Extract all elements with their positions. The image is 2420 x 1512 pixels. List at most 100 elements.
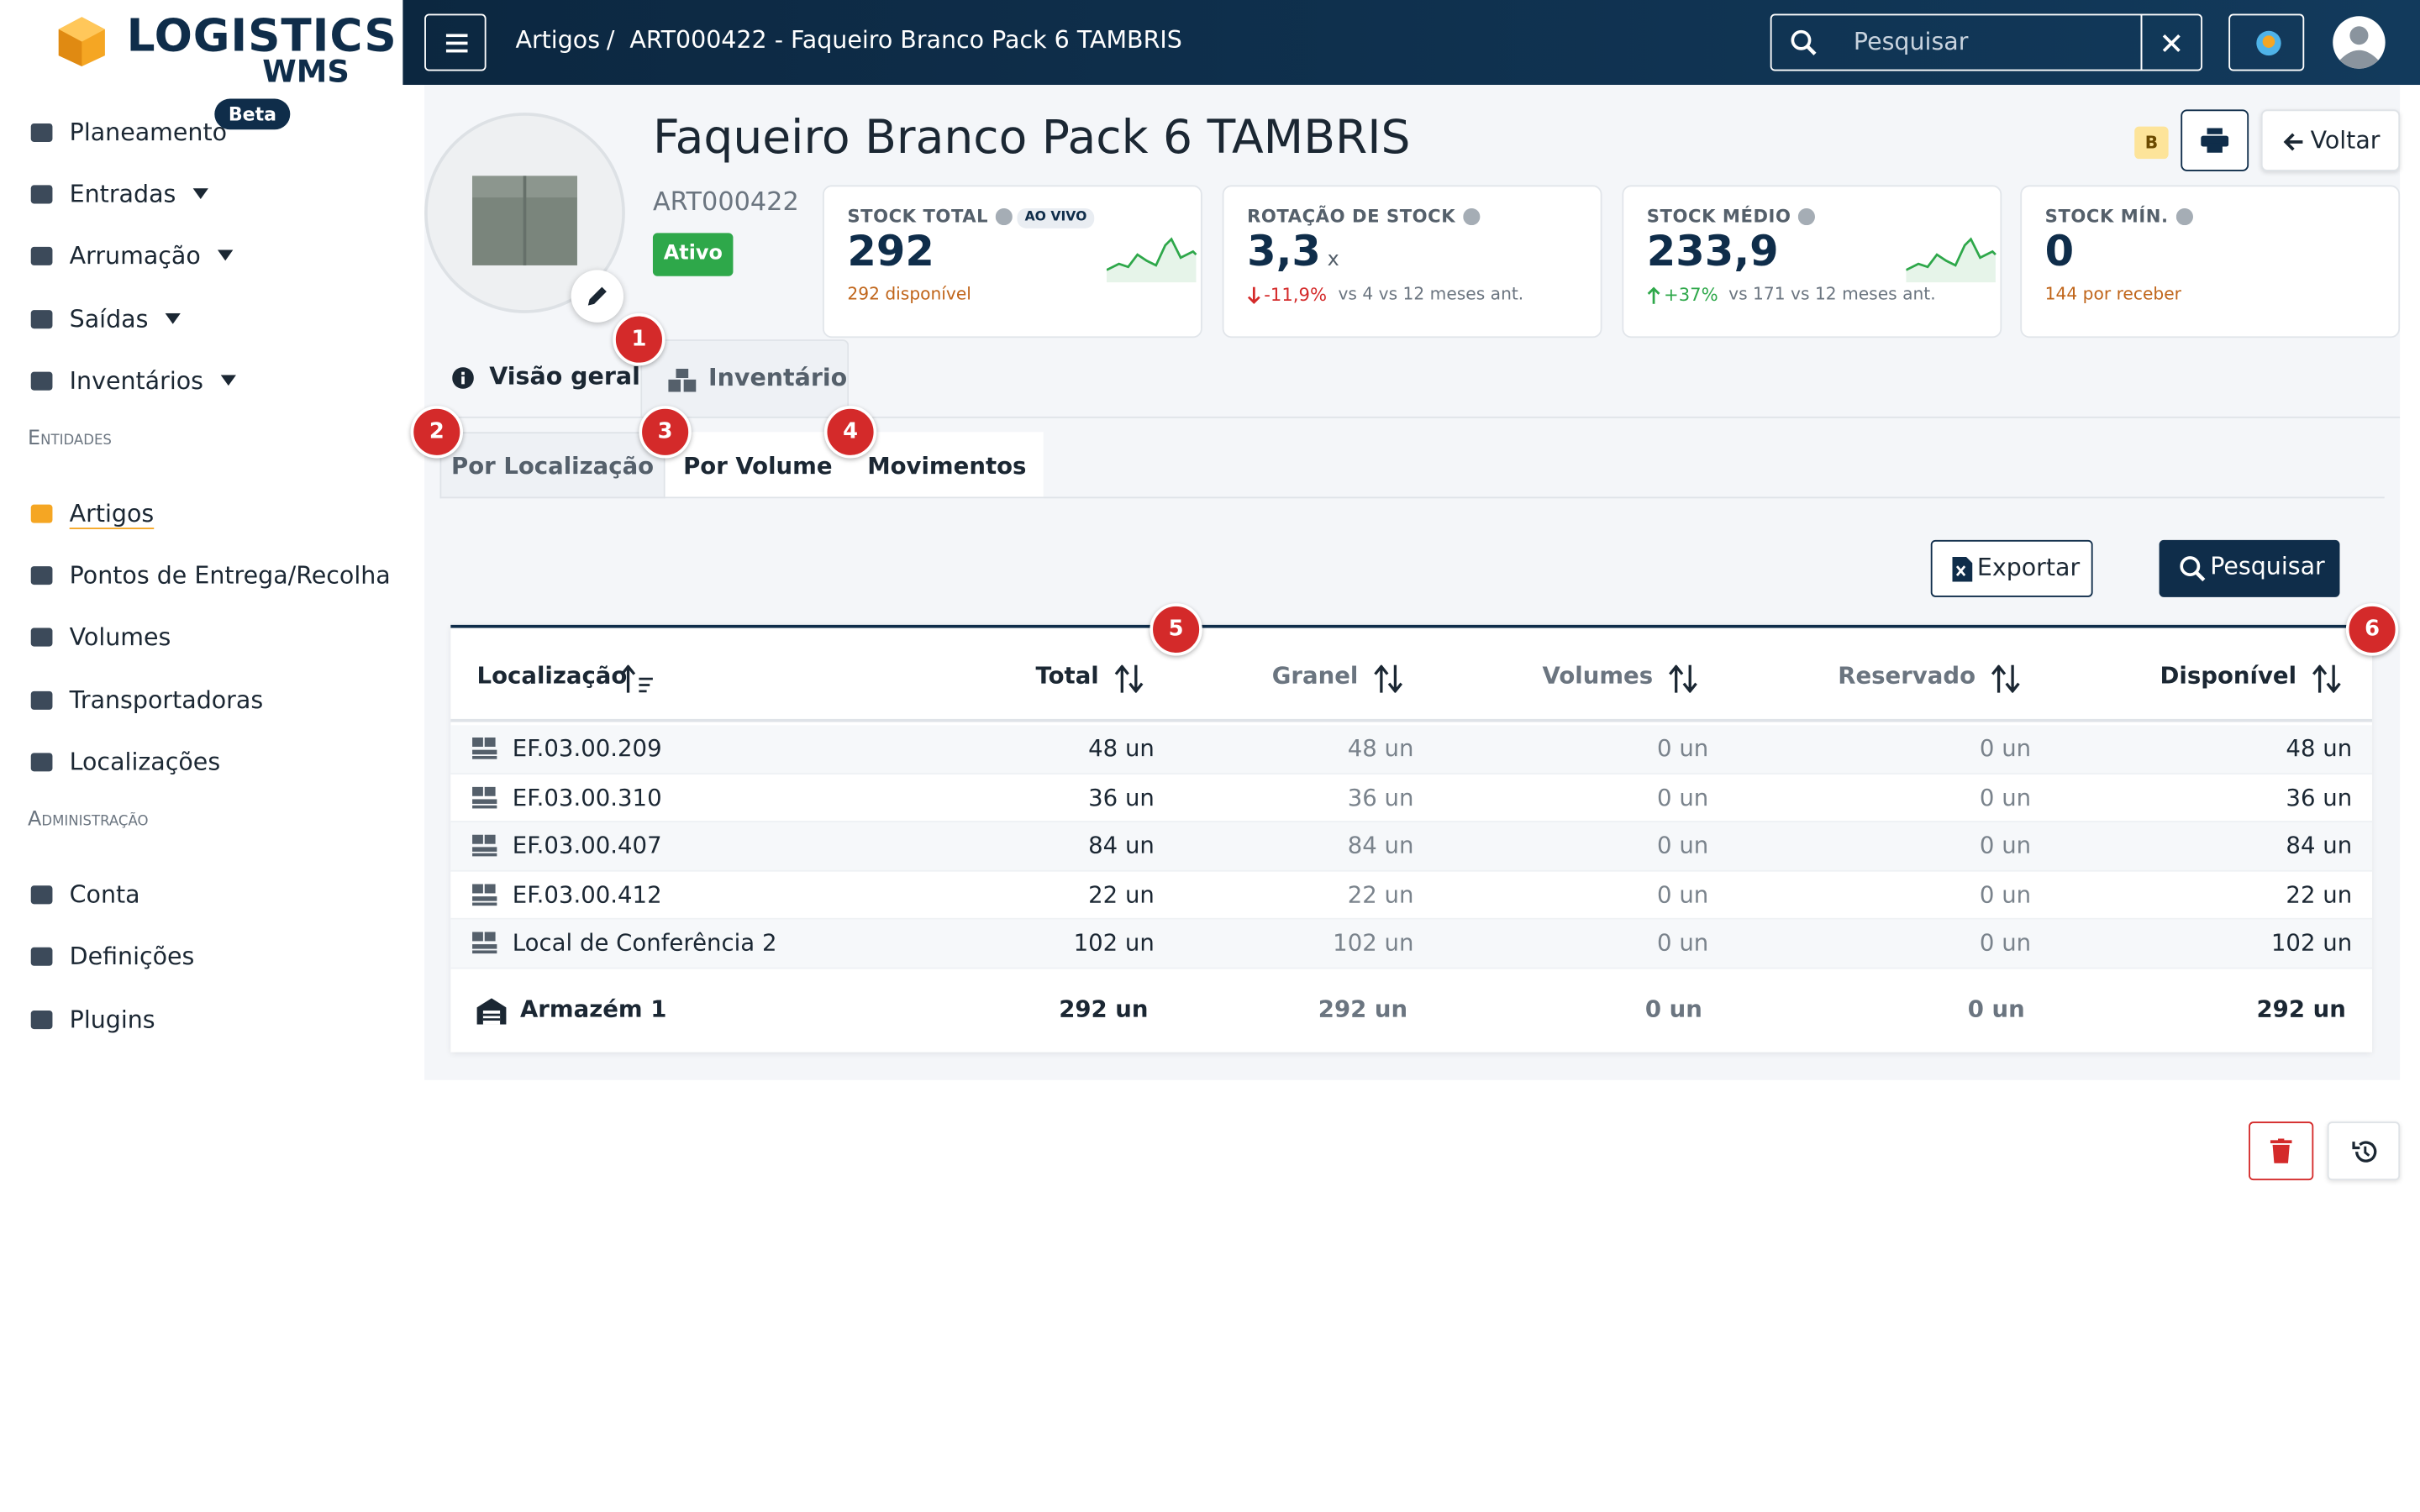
table-footer-cell: 0 un (1967, 995, 2025, 1023)
kpi-card: ROTAÇÃO DE STOCK 3,3 x -11,9% vs 4 vs 12 mes… (1222, 185, 1602, 339)
nav-item[interactable]: Definições (69, 942, 195, 971)
table-cell: 0 un (1657, 879, 1709, 908)
clear-button[interactable] (2140, 13, 2203, 71)
plugin-button[interactable] (2228, 13, 2305, 71)
annotation-marker: 1 (613, 312, 666, 366)
nav-icon (30, 371, 53, 391)
location-icon (472, 834, 497, 857)
nav-item[interactable]: Inventários (69, 367, 203, 396)
subtab[interactable]: Por Localização (439, 432, 666, 499)
nav-icon (30, 123, 53, 142)
edit-icon (587, 286, 607, 306)
export-label: Exportar (1976, 554, 2081, 582)
annotation-marker: 3 (639, 406, 692, 459)
kpi-note: vs 4 vs 12 meses ant. (1338, 283, 1524, 304)
clear-icon (2162, 34, 2181, 52)
status-badge: Ativo (652, 233, 734, 276)
excel-icon (1952, 557, 1973, 582)
nav-item[interactable]: Artigos (69, 500, 155, 528)
sort-icon (622, 664, 653, 693)
table-cell: 0 un (1979, 879, 2032, 908)
table-cell: 36 un (1347, 783, 1414, 811)
sort-icon (1114, 664, 1144, 693)
nav-item[interactable]: Plugins (69, 1005, 155, 1034)
tab[interactable]: Visão geral (439, 339, 640, 418)
kpi-value: 292 (847, 228, 934, 276)
section-title: Entidades (28, 427, 112, 451)
table-cell: 36 un (2286, 783, 2353, 811)
inventory-icon (668, 368, 697, 392)
info-icon (2175, 207, 2194, 226)
article-image (424, 113, 625, 313)
menu-icon (445, 34, 468, 53)
column-header[interactable]: Granel (1271, 661, 1359, 690)
sort-icon (2312, 664, 2341, 693)
search-placeholder: Pesquisar (1853, 28, 1969, 56)
nav-item[interactable]: Volumes (69, 623, 171, 652)
nav-icon (30, 627, 53, 647)
table-cell: 102 un (1073, 928, 1155, 957)
history-icon (2352, 1141, 2377, 1163)
class-badge: B (2134, 126, 2169, 160)
nav-item[interactable]: Entradas (69, 180, 176, 208)
back-button[interactable]: Voltar (2260, 109, 2401, 171)
nav-icon (30, 753, 53, 772)
sort-icon (1991, 664, 2020, 693)
column-header[interactable]: Volumes (1542, 661, 1654, 690)
table-footer-cell: 292 un (2256, 995, 2346, 1023)
nav-item[interactable]: Transportadoras (69, 686, 264, 715)
breadcrumb-item[interactable]: Artigos (515, 26, 601, 55)
search-box[interactable]: Pesquisar (1770, 13, 2143, 71)
nav-item[interactable]: Pontos de Entrega/Recolha (69, 561, 391, 590)
nav-item[interactable]: Conta (69, 880, 140, 909)
nav-icon (30, 1011, 53, 1030)
table-cell: EF.03.00.407 (512, 832, 662, 860)
table-cell: 0 un (1979, 783, 2032, 811)
nav-item[interactable]: Localizações (69, 748, 221, 776)
table-cell: 22 un (1088, 879, 1155, 908)
info-icon (995, 207, 1013, 226)
kpi-card: STOCK MÍN. 0 144 por receber (2020, 185, 2401, 339)
nav-item[interactable]: Saídas (69, 305, 149, 333)
kpi-unit: x (1327, 248, 1339, 272)
nav-icon (30, 885, 53, 905)
column-header[interactable]: Disponível (2160, 661, 2297, 690)
table-cell: Local de Conferência 2 (512, 928, 777, 957)
column-header[interactable]: Reservado (1838, 661, 1976, 690)
print-button[interactable] (2181, 109, 2249, 171)
table-cell: 0 un (1657, 928, 1709, 957)
article-code: ART000422 (652, 186, 799, 217)
menu-button[interactable] (424, 13, 487, 71)
subtab-label: Movimentos (867, 451, 1027, 480)
breadcrumb-separator: / (606, 26, 615, 55)
delete-button[interactable] (2249, 1121, 2314, 1181)
brand-sub: WMS (262, 52, 350, 90)
search-button[interactable]: Pesquisar (2159, 539, 2340, 597)
nav-icon (30, 566, 53, 585)
edit-image-button[interactable] (571, 270, 624, 323)
tab-label: Visão geral (489, 362, 640, 391)
info-icon (452, 367, 474, 389)
subtab[interactable]: Por Volume (665, 432, 851, 499)
table-cell: 102 un (2270, 928, 2353, 957)
subtab-label: Por Volume (683, 451, 833, 480)
history-button[interactable] (2327, 1121, 2401, 1181)
table-cell: 84 un (1347, 832, 1414, 860)
column-header[interactable]: Total (1035, 661, 1099, 690)
kpi-label: ROTAÇÃO DE STOCK (1247, 205, 1456, 228)
nav-item[interactable]: Planeamento (69, 118, 228, 147)
nav-item[interactable]: Arrumação (69, 242, 201, 270)
subtab[interactable]: Movimentos (850, 432, 1044, 499)
article-title: Faqueiro Branco Pack 6 TAMBRIS (652, 111, 1411, 165)
kpi-value: 0 (2044, 228, 2075, 276)
kpi-label: STOCK MÉDIO (1646, 205, 1791, 228)
tab[interactable]: Inventário (640, 339, 850, 418)
search-icon (2180, 556, 2206, 582)
column-header[interactable]: Localização (476, 661, 628, 690)
table-footer-cell: 292 un (1318, 995, 1408, 1023)
export-button[interactable]: Exportar (1930, 539, 2093, 597)
location-icon (472, 883, 497, 906)
location-icon (472, 785, 497, 808)
table-row (450, 822, 2373, 871)
